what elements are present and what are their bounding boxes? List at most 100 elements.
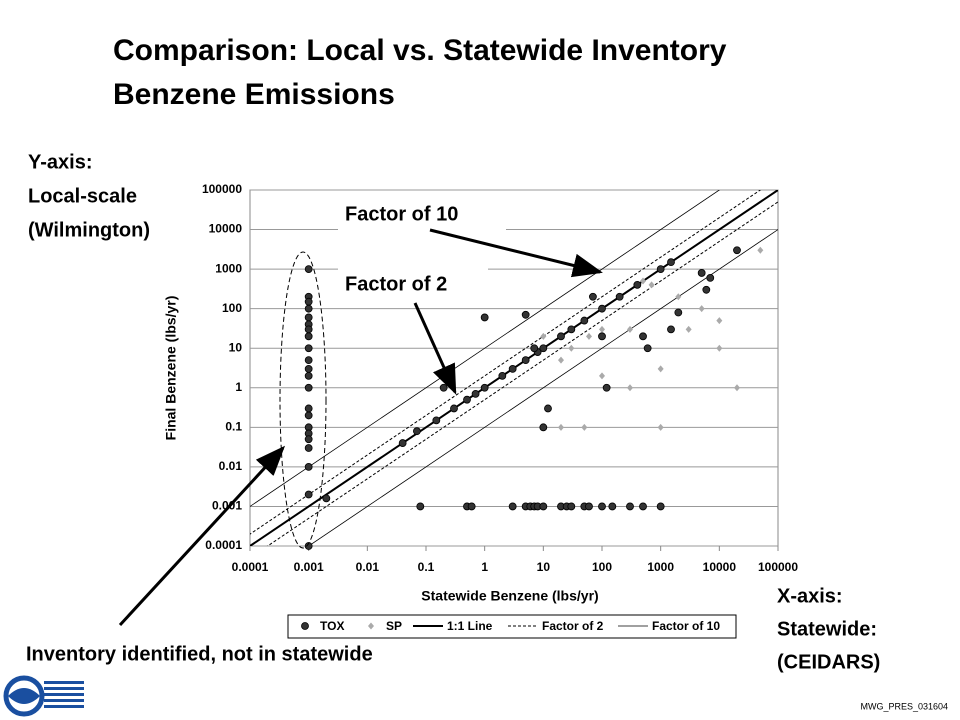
- legend-marker: [368, 622, 374, 630]
- point: [757, 246, 764, 254]
- y-axis-label: Final Benzene (lbs/yr): [163, 296, 179, 441]
- point: [304, 297, 313, 306]
- reference-line: [307, 229, 778, 546]
- point: [304, 371, 313, 380]
- point: [557, 332, 565, 341]
- x-tick-label: 10000: [703, 560, 737, 574]
- x-tick-label: 0.0001: [232, 560, 269, 574]
- y-tick-label: 1: [235, 380, 242, 394]
- point: [416, 502, 425, 511]
- point: [656, 502, 665, 511]
- x-axis-label: Statewide Benzene (lbs/yr): [421, 588, 598, 604]
- point: [521, 310, 530, 319]
- point: [598, 502, 606, 511]
- point: [733, 384, 740, 392]
- point: [304, 265, 313, 274]
- point: [639, 502, 647, 511]
- point: [508, 502, 517, 511]
- point: [544, 404, 552, 413]
- point: [580, 316, 589, 325]
- legend-label: TOX: [320, 619, 344, 633]
- label-box: [20, 148, 193, 248]
- reference-line: [266, 201, 778, 546]
- point: [304, 344, 313, 353]
- point: [304, 325, 313, 334]
- legend-label: 1:1 Line: [447, 619, 493, 633]
- legend-label: Factor of 10: [652, 619, 720, 633]
- point: [304, 411, 313, 420]
- point: [304, 356, 313, 365]
- y-tick-label: 0.0001: [205, 538, 242, 552]
- point: [304, 444, 313, 452]
- point: [539, 344, 548, 353]
- point: [398, 439, 407, 447]
- point: [602, 383, 611, 392]
- x-tick-label: 1: [481, 560, 488, 574]
- legend-marker: [301, 622, 309, 630]
- point: [304, 490, 313, 499]
- point: [657, 423, 664, 431]
- highlight-ellipse: [279, 251, 327, 549]
- point: [567, 325, 576, 334]
- point: [304, 435, 313, 444]
- point: [521, 356, 530, 365]
- point: [304, 332, 313, 341]
- point: [598, 332, 606, 341]
- label-box: [338, 266, 488, 304]
- x-tick-label: 100: [592, 560, 612, 574]
- arrow: [413, 302, 457, 395]
- point: [304, 313, 313, 322]
- point: [643, 344, 652, 353]
- point: [608, 502, 617, 511]
- footer: MWG_PRES_031604: [860, 701, 948, 711]
- point: [648, 281, 655, 289]
- point: [674, 308, 683, 317]
- annotation: Y-axis:: [28, 151, 92, 173]
- point: [706, 273, 715, 282]
- point: [557, 356, 564, 364]
- point: [667, 325, 675, 334]
- y-tick-label: 0.01: [219, 459, 243, 473]
- title-line: Comparison: Local vs. Statewide Inventor…: [113, 34, 727, 67]
- point: [480, 383, 489, 392]
- point: [557, 423, 564, 431]
- x-tick-label: 10: [537, 560, 551, 574]
- point: [685, 325, 692, 333]
- point: [508, 365, 517, 373]
- y-tick-label: 100: [222, 301, 242, 315]
- legend-label: Factor of 2: [542, 619, 604, 633]
- point: [304, 383, 313, 392]
- point: [640, 277, 647, 285]
- point: [471, 390, 480, 398]
- annotation: Factor of 10: [345, 203, 458, 225]
- annotation: X-axis:: [777, 585, 843, 607]
- arrow: [118, 445, 286, 627]
- y-tick-label: 0.1: [225, 420, 242, 434]
- x-tick-label: 0.1: [418, 560, 435, 574]
- point: [615, 292, 624, 301]
- y-tick-label: 10: [229, 340, 243, 354]
- point: [733, 246, 741, 255]
- point: [598, 304, 606, 313]
- point: [567, 502, 576, 511]
- point: [697, 269, 706, 277]
- point: [304, 304, 313, 313]
- point: [322, 494, 331, 503]
- point: [539, 423, 548, 432]
- y-tick-label: 10000: [209, 222, 243, 236]
- point: [698, 305, 705, 313]
- point: [498, 371, 507, 380]
- legend-label: SP: [386, 619, 402, 633]
- point: [626, 502, 634, 511]
- annotation: Factor of 2: [345, 273, 447, 295]
- logo: [3, 675, 84, 717]
- point: [480, 313, 489, 322]
- point: [439, 383, 448, 392]
- label-box: [338, 196, 506, 234]
- point: [599, 372, 605, 380]
- point: [716, 344, 723, 352]
- x-tick-label: 0.01: [356, 560, 380, 574]
- title-line: Benzene Emissions: [113, 78, 395, 111]
- point: [413, 427, 421, 436]
